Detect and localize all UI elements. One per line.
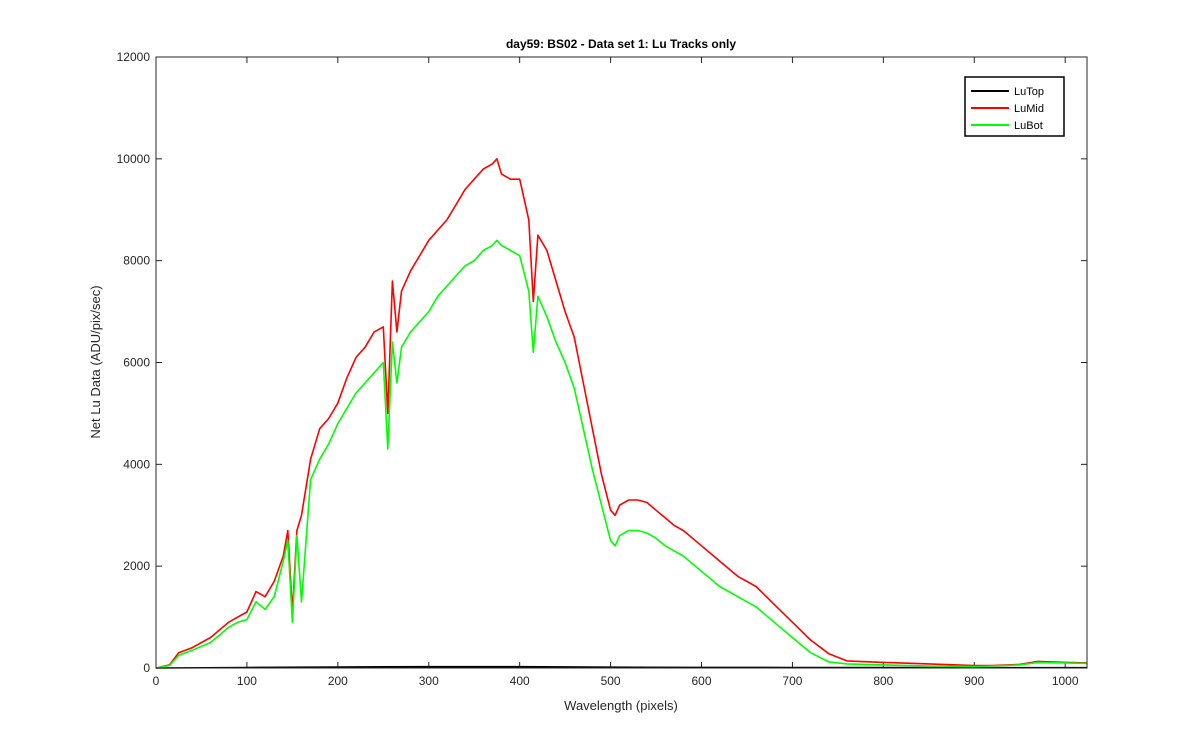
x-tick-label: 400 <box>510 674 530 688</box>
x-tick-label: 300 <box>419 674 439 688</box>
y-tick-label: 2000 <box>123 559 150 573</box>
x-tick-label: 500 <box>601 674 621 688</box>
x-tick-label: 1000 <box>1052 674 1079 688</box>
y-tick-label: 4000 <box>123 457 150 471</box>
y-tick-label: 8000 <box>123 254 150 268</box>
legend-box <box>964 76 1065 137</box>
legend-label-lumid: LuMid <box>1014 103 1044 115</box>
x-tick-label: 600 <box>691 674 711 688</box>
x-axis-label: Wavelength (pixels) <box>564 698 678 713</box>
x-tick-label: 200 <box>328 674 348 688</box>
y-axis-ticks: 0 2000 4000 6000 8000 10000 12000 <box>117 50 1087 675</box>
y-tick-label: 0 <box>143 661 150 675</box>
y-tick-label: 10000 <box>117 152 151 166</box>
x-axis-ticks: 0 100 200 300 400 500 600 700 800 900 1000 <box>153 57 1079 688</box>
x-tick-label: 700 <box>782 674 802 688</box>
plot-area-background <box>156 57 1087 668</box>
x-tick-label: 100 <box>237 674 257 688</box>
legend-label-lubot: LuBot <box>1014 120 1043 132</box>
y-axis-label: Net Lu Data (ADU/pix/sec) <box>88 285 103 438</box>
x-tick-label: 900 <box>964 674 984 688</box>
y-tick-label: 12000 <box>117 50 151 64</box>
plot-area-frame <box>155 56 1088 669</box>
legend: LuTop LuMid LuBot <box>964 76 1065 137</box>
x-tick-label: 800 <box>873 674 893 688</box>
series-line-lubot <box>155 239 1088 669</box>
y-tick-label: 6000 <box>123 356 150 370</box>
x-tick-label: 0 <box>153 674 160 688</box>
legend-label-lutop: LuTop <box>1014 86 1044 98</box>
chart-title: day59: BS02 - Data set 1: Lu Tracks only <box>506 37 736 51</box>
